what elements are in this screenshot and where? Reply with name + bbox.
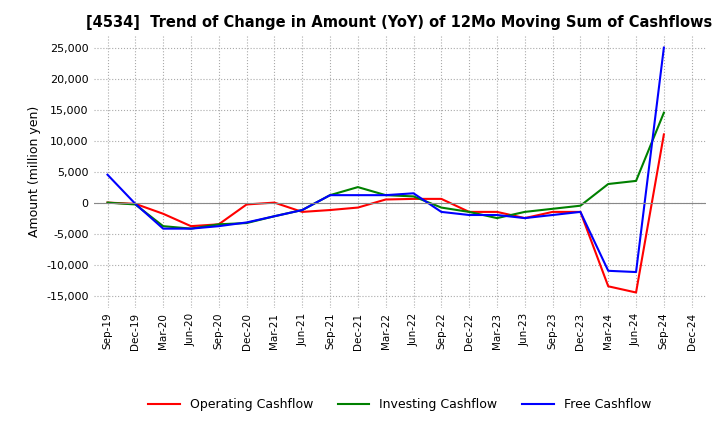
Investing Cashflow	[521, 209, 529, 215]
Free Cashflow	[549, 213, 557, 218]
Free Cashflow	[631, 269, 640, 275]
Free Cashflow	[382, 193, 390, 198]
Operating Cashflow	[382, 197, 390, 202]
Operating Cashflow	[549, 209, 557, 215]
Legend: Operating Cashflow, Investing Cashflow, Free Cashflow: Operating Cashflow, Investing Cashflow, …	[143, 393, 656, 416]
Free Cashflow	[409, 191, 418, 196]
Investing Cashflow	[576, 203, 585, 208]
Operating Cashflow	[604, 284, 613, 289]
Free Cashflow	[576, 209, 585, 215]
Investing Cashflow	[409, 194, 418, 199]
Free Cashflow	[604, 268, 613, 273]
Operating Cashflow	[354, 205, 362, 210]
Investing Cashflow	[465, 209, 474, 215]
Line: Investing Cashflow: Investing Cashflow	[107, 113, 664, 229]
Title: [4534]  Trend of Change in Amount (YoY) of 12Mo Moving Sum of Cashflows: [4534] Trend of Change in Amount (YoY) o…	[86, 15, 713, 30]
Operating Cashflow	[492, 209, 501, 215]
Investing Cashflow	[631, 178, 640, 183]
Operating Cashflow	[242, 202, 251, 207]
Y-axis label: Amount (million yen): Amount (million yen)	[27, 106, 41, 237]
Operating Cashflow	[325, 207, 334, 213]
Investing Cashflow	[549, 206, 557, 212]
Free Cashflow	[159, 226, 168, 231]
Free Cashflow	[103, 172, 112, 177]
Investing Cashflow	[354, 184, 362, 190]
Investing Cashflow	[242, 220, 251, 226]
Operating Cashflow	[521, 216, 529, 221]
Free Cashflow	[325, 193, 334, 198]
Investing Cashflow	[103, 200, 112, 205]
Operating Cashflow	[215, 222, 223, 227]
Operating Cashflow	[576, 209, 585, 215]
Operating Cashflow	[103, 200, 112, 205]
Operating Cashflow	[631, 290, 640, 295]
Investing Cashflow	[325, 193, 334, 198]
Investing Cashflow	[492, 216, 501, 221]
Investing Cashflow	[382, 193, 390, 198]
Free Cashflow	[521, 216, 529, 221]
Free Cashflow	[437, 209, 446, 215]
Free Cashflow	[186, 226, 195, 231]
Operating Cashflow	[409, 196, 418, 202]
Free Cashflow	[298, 207, 307, 213]
Line: Operating Cashflow: Operating Cashflow	[107, 134, 664, 293]
Operating Cashflow	[660, 132, 668, 137]
Free Cashflow	[354, 193, 362, 198]
Operating Cashflow	[270, 200, 279, 205]
Free Cashflow	[465, 213, 474, 218]
Operating Cashflow	[465, 209, 474, 215]
Investing Cashflow	[131, 202, 140, 207]
Free Cashflow	[270, 213, 279, 219]
Free Cashflow	[215, 224, 223, 229]
Investing Cashflow	[270, 213, 279, 219]
Investing Cashflow	[604, 181, 613, 187]
Line: Free Cashflow: Free Cashflow	[107, 48, 664, 272]
Operating Cashflow	[186, 224, 195, 229]
Operating Cashflow	[298, 209, 307, 215]
Investing Cashflow	[186, 226, 195, 231]
Operating Cashflow	[131, 201, 140, 206]
Free Cashflow	[131, 201, 140, 206]
Investing Cashflow	[437, 205, 446, 210]
Investing Cashflow	[660, 110, 668, 115]
Investing Cashflow	[215, 222, 223, 227]
Free Cashflow	[492, 213, 501, 218]
Free Cashflow	[242, 220, 251, 225]
Investing Cashflow	[298, 207, 307, 213]
Investing Cashflow	[159, 224, 168, 229]
Operating Cashflow	[437, 196, 446, 202]
Free Cashflow	[660, 45, 668, 50]
Operating Cashflow	[159, 211, 168, 216]
